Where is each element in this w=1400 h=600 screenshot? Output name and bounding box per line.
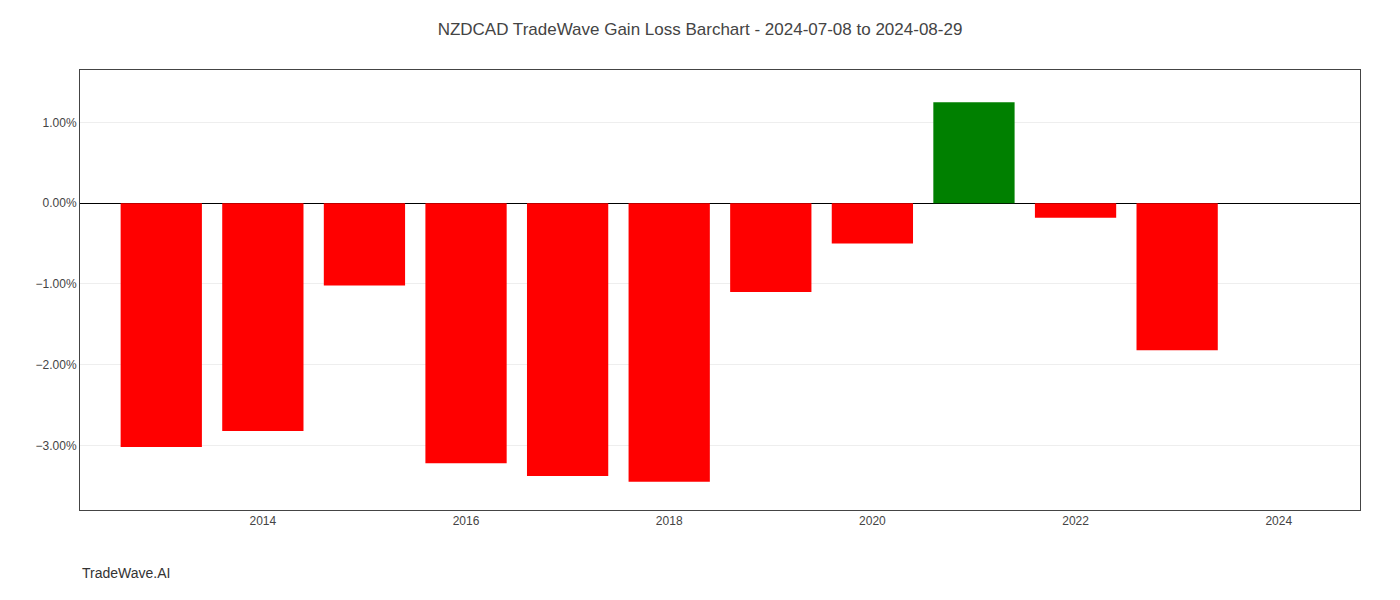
svg-text:2016: 2016 [453, 514, 480, 528]
svg-text:2018: 2018 [656, 514, 683, 528]
svg-text:2024: 2024 [1265, 514, 1292, 528]
svg-text:2020: 2020 [859, 514, 886, 528]
svg-text:NZDCAD TradeWave Gain Loss Bar: NZDCAD TradeWave Gain Loss Barchart - 20… [438, 20, 963, 39]
svg-text:1.00%: 1.00% [43, 116, 77, 130]
svg-text:−2.00%: −2.00% [36, 358, 77, 372]
svg-text:−1.00%: −1.00% [36, 277, 77, 291]
svg-text:TradeWave.AI: TradeWave.AI [82, 565, 170, 581]
svg-text:2022: 2022 [1062, 514, 1089, 528]
svg-text:0.00%: 0.00% [43, 196, 77, 210]
svg-text:−3.00%: −3.00% [36, 439, 77, 453]
svg-text:2014: 2014 [250, 514, 277, 528]
